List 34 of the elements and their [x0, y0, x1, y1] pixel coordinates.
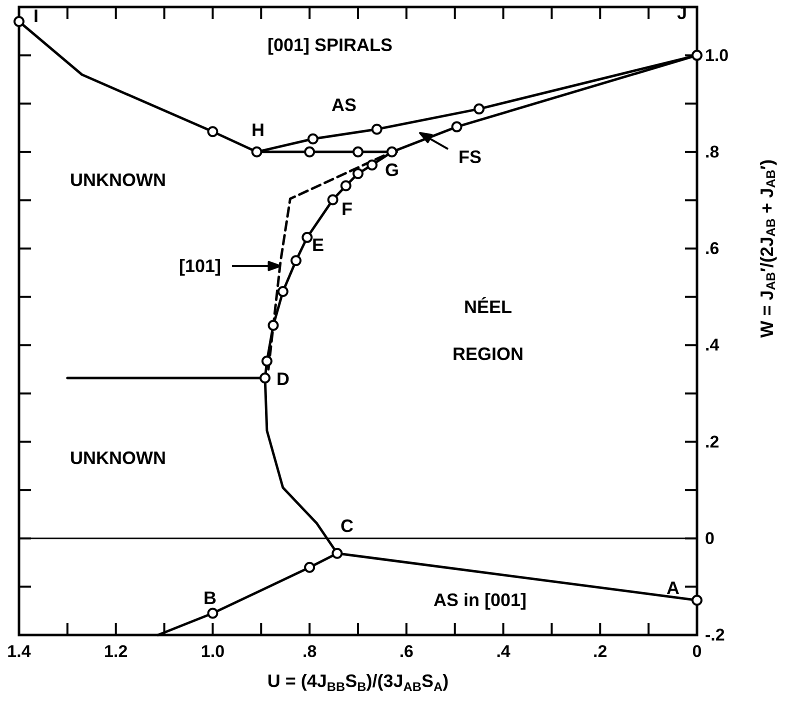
- x-tick-label: 1.2: [104, 642, 128, 661]
- annotation: AS in [001]: [433, 590, 527, 610]
- y-tick-label: -.2: [705, 626, 725, 644]
- annotation: FS: [458, 147, 482, 167]
- y-tick-label: 0: [705, 528, 714, 548]
- x-tick-label: 1.0: [200, 642, 225, 661]
- x-tick-label: .2: [593, 642, 608, 661]
- annotation: NÉEL: [464, 297, 512, 317]
- x-tick-label: .4: [496, 642, 511, 661]
- annotation: REGION: [452, 344, 524, 364]
- annotation: A: [666, 578, 680, 598]
- annotation: C: [340, 516, 354, 536]
- x-tick-label: 0: [692, 642, 702, 661]
- annotation: UNKNOWN: [70, 170, 166, 190]
- annotation: H: [252, 120, 264, 140]
- y-tick-label: .6: [705, 239, 720, 258]
- annotation: G: [384, 160, 400, 180]
- annotation: D: [276, 369, 290, 389]
- y-tick-label: 1.0: [705, 46, 729, 65]
- annotation: E: [312, 235, 324, 255]
- text: U = (4J$_{BB}$S$_{B}$)/(3J$_{AB}$S$_{A}$): [267, 671, 449, 694]
- annotation: B: [204, 588, 216, 608]
- annotation: [101]: [178, 256, 222, 276]
- annotation: F: [342, 199, 352, 219]
- annotation: [001] SPIRALS: [267, 35, 393, 55]
- x-tick-label: .8: [302, 642, 317, 661]
- x-tick-label: 1.4: [7, 642, 32, 661]
- annotation: AS: [331, 95, 357, 115]
- x-tick-label: .6: [399, 642, 414, 661]
- annotation: I: [33, 6, 39, 26]
- y-tick-label: .8: [705, 142, 720, 162]
- y-tick-label: .4: [705, 336, 720, 355]
- annotation: UNKNOWN: [70, 448, 166, 468]
- y-tick-label: .2: [705, 432, 720, 452]
